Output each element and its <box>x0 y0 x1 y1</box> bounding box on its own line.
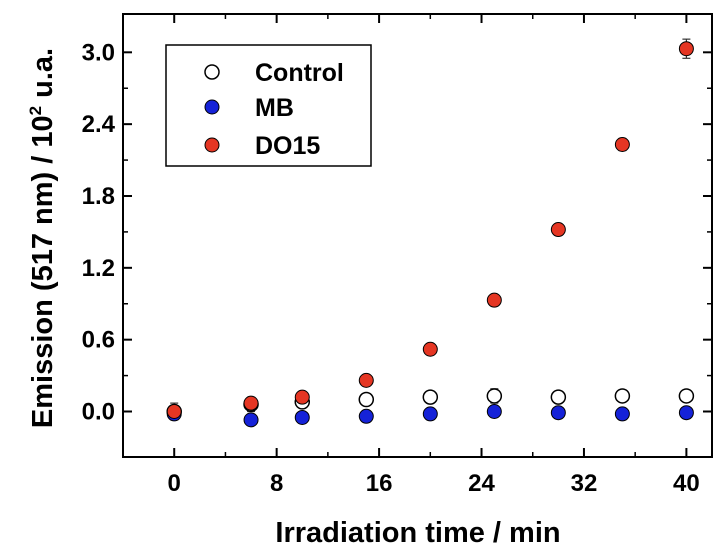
x-tick-label: 16 <box>366 470 393 497</box>
point-control <box>678 388 695 404</box>
y-tick-label: 1.8 <box>82 183 115 210</box>
point-mb <box>294 409 310 425</box>
point-control <box>550 389 567 405</box>
point-do15 <box>166 404 182 420</box>
plot-frame <box>122 13 713 458</box>
point-mb <box>486 404 502 420</box>
point-do15 <box>678 41 694 57</box>
legend-label-control: Control <box>255 59 344 87</box>
point-do15 <box>550 222 566 238</box>
x-tick-label: 24 <box>468 470 495 497</box>
point-do15 <box>486 292 502 308</box>
x-tick-label: 0 <box>168 470 181 497</box>
point-mb <box>358 408 374 424</box>
point-control <box>422 389 439 405</box>
point-do15 <box>358 372 374 388</box>
point-do15 <box>243 395 259 411</box>
data-points <box>166 38 695 428</box>
point-control <box>486 388 503 404</box>
y-axis-title-tail: u.a. <box>27 48 59 106</box>
x-axis-ticks: 0 8 16 24 32 40 <box>168 14 700 497</box>
point-do15 <box>294 389 310 405</box>
y-axis-title-superscript: 2 <box>26 106 45 115</box>
x-axis-title: Irradiation time / min <box>275 517 560 547</box>
y-tick-label: 3.0 <box>82 39 115 66</box>
legend-box <box>165 44 372 167</box>
series-do15 <box>166 38 694 420</box>
x-tick-label: 8 <box>270 470 283 497</box>
x-tick-label: 32 <box>571 470 598 497</box>
y-tick-label: 2.4 <box>82 111 116 138</box>
legend-marker-do15 <box>204 137 220 153</box>
y-tick-label: 1.2 <box>82 255 115 282</box>
y-axis-title-main: Emission (517 nm) / 10 <box>27 115 59 428</box>
point-mb <box>678 405 694 421</box>
legend: Control MB DO15 <box>165 44 372 167</box>
legend-marker-control <box>204 64 220 80</box>
legend-marker-mb <box>204 99 220 115</box>
point-do15 <box>422 341 438 357</box>
point-mb <box>243 412 259 428</box>
point-do15 <box>614 137 630 153</box>
y-axis-title: Emission (517 nm) / 102 u.a. <box>26 48 59 428</box>
y-tick-label: 0.0 <box>82 399 115 426</box>
legend-label-do15: DO15 <box>255 132 320 160</box>
point-control <box>614 388 631 404</box>
point-mb <box>550 405 566 421</box>
point-mb <box>614 406 630 422</box>
legend-label-mb: MB <box>255 94 294 122</box>
point-mb <box>422 406 438 422</box>
y-axis-ticks: 0.0 0.6 1.2 1.8 2.4 3.0 <box>82 39 712 426</box>
y-tick-label: 0.6 <box>82 327 115 354</box>
x-tick-label: 40 <box>673 470 700 497</box>
point-control <box>358 391 375 408</box>
